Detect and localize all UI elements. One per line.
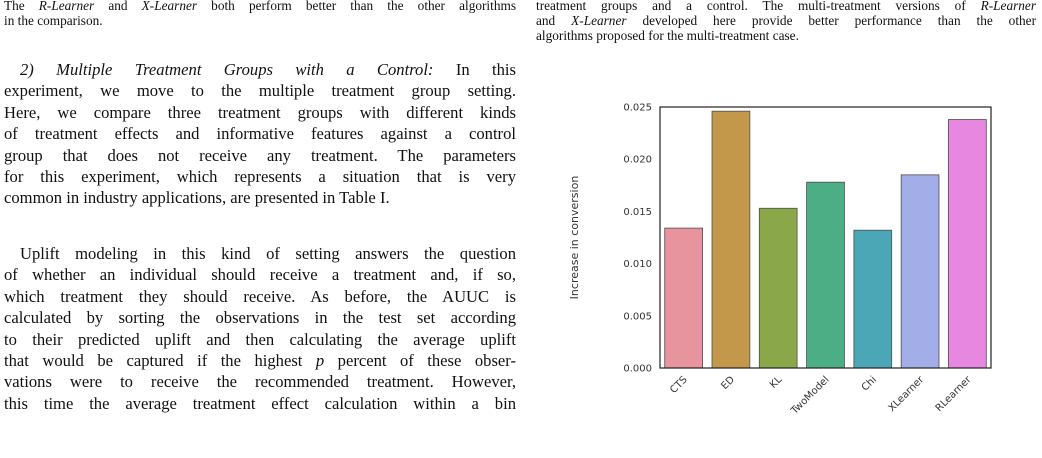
paragraph-line: Uplift modeling in this kind of setting … [20,244,516,263]
x-tick-label: Chi [860,374,879,393]
paragraph-line: vations were to receive the recommended … [4,372,516,392]
paragraph-line: Here, we compare three treatment groups … [4,102,516,122]
plot-frame [659,106,992,369]
paragraph-line: this time the average treatment effect c… [4,393,516,413]
x-tick-label: CTS [668,374,690,396]
paragraph-line: experiment, we move to the multiple trea… [4,81,516,101]
y-axis-title: Increase in conversion [568,176,581,300]
y-tick-label: 0.025 [623,103,652,114]
paragraph-line: of treatment effects and informative fea… [4,124,516,144]
x-tick-label: KL [768,374,785,391]
bar-chart: 0.000 0.005 0.010 0.015 0.020 0.025 Increase i… [536,96,1036,458]
bar-xlearner [900,174,940,369]
bar-ed [711,110,751,369]
figure-caption: treatment groups and a control. The mult… [536,0,1036,43]
paragraph-line: that would be captured if the highest p … [4,350,516,370]
y-tick-label: 0.020 [623,155,652,166]
paragraph-uplift-modeling: Uplift modeling in this kind of setting … [4,243,516,414]
caption-line: in the comparison. [4,13,103,28]
paragraph-line: of whether an individual should receive … [4,265,516,285]
paragraph-line: 2) Multiple Treatment Groups with a Cont… [20,60,516,79]
chart-canvas: 0.000 0.005 0.010 0.015 0.020 0.025 Increase i… [568,103,992,417]
bar-chi [853,229,893,369]
paragraph-line: to their predicted uplift and then calcu… [4,329,516,349]
bar-kl [758,207,798,369]
y-tick-label: 0.005 [623,311,652,322]
y-tick-label: 0.015 [623,207,652,218]
caption-line: and X-Learner developed here provide bet… [536,13,1037,28]
y-tick-label: 0.010 [623,259,652,270]
x-tick-label: XLearner [887,374,927,414]
paragraph-multi-treatment: 2) Multiple Treatment Groups with a Cont… [4,59,516,209]
bar-twomodel [806,181,845,369]
caption-line: algorithms proposed for the multi-treatm… [536,28,799,43]
figure-caption-tail: The R-Learner and X-Learner both perform… [4,0,516,28]
paragraph-line: which treatment they should receive. As … [4,286,516,306]
bar-cts [664,227,703,369]
caption-line: treatment groups and a control. The mult… [536,0,1036,13]
x-tick-label: ED [719,374,737,392]
paragraph-line: calculated by sorting the observations i… [4,308,516,328]
paragraph-line: common in industry applications, are pre… [4,188,390,208]
bar-rlearner [948,119,987,369]
paragraph-line: group that does not receive any treatmen… [4,145,516,165]
y-tick-label: 0.000 [623,364,652,375]
caption-line: The R-Learner and X-Learner both perform… [4,0,516,13]
x-tick-label: TwoModel [789,374,832,417]
x-tick-label: RLearner [934,374,974,414]
section-heading: 2) Multiple Treatment Groups with a Cont… [20,60,434,79]
paragraph-line: for this experiment, which represents a … [4,166,516,186]
